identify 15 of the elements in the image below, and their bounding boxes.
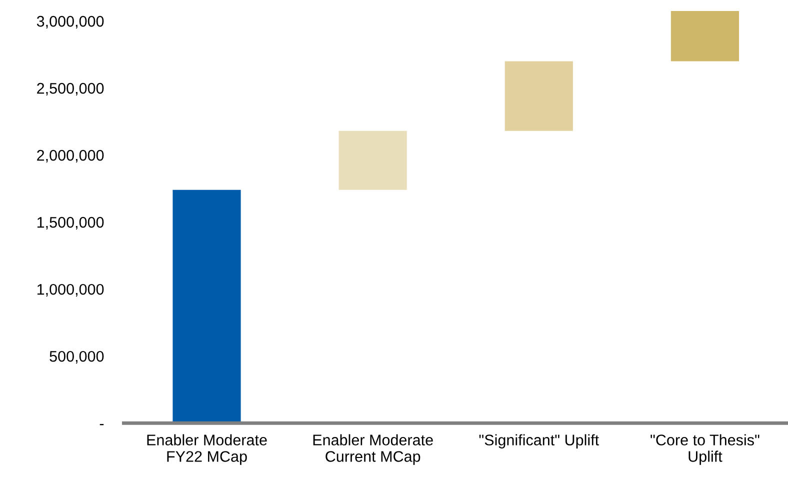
y-tick-label: 500,000	[50, 350, 104, 364]
x-tick-label: "Significant" Uplift	[479, 434, 599, 448]
x-tick-label: Enabler Moderate Current MCap	[313, 434, 433, 465]
bar	[504, 61, 573, 131]
y-tick-label: 2,000,000	[37, 150, 104, 163]
x-tick-label: Enabler Moderate FY22 MCap	[147, 434, 267, 465]
bar	[338, 130, 407, 190]
bar	[172, 190, 241, 424]
x-tick-label: "Core to Thesis" Uplift	[650, 434, 760, 465]
y-tick-label: 1,000,000	[37, 284, 104, 297]
y-tick-label: 2,500,000	[37, 82, 104, 96]
bar	[670, 10, 740, 62]
y-tick-label: 3,000,000	[36, 16, 104, 29]
y-tick-label: -	[100, 424, 104, 426]
y-tick-label: 1,500,000	[37, 216, 104, 230]
